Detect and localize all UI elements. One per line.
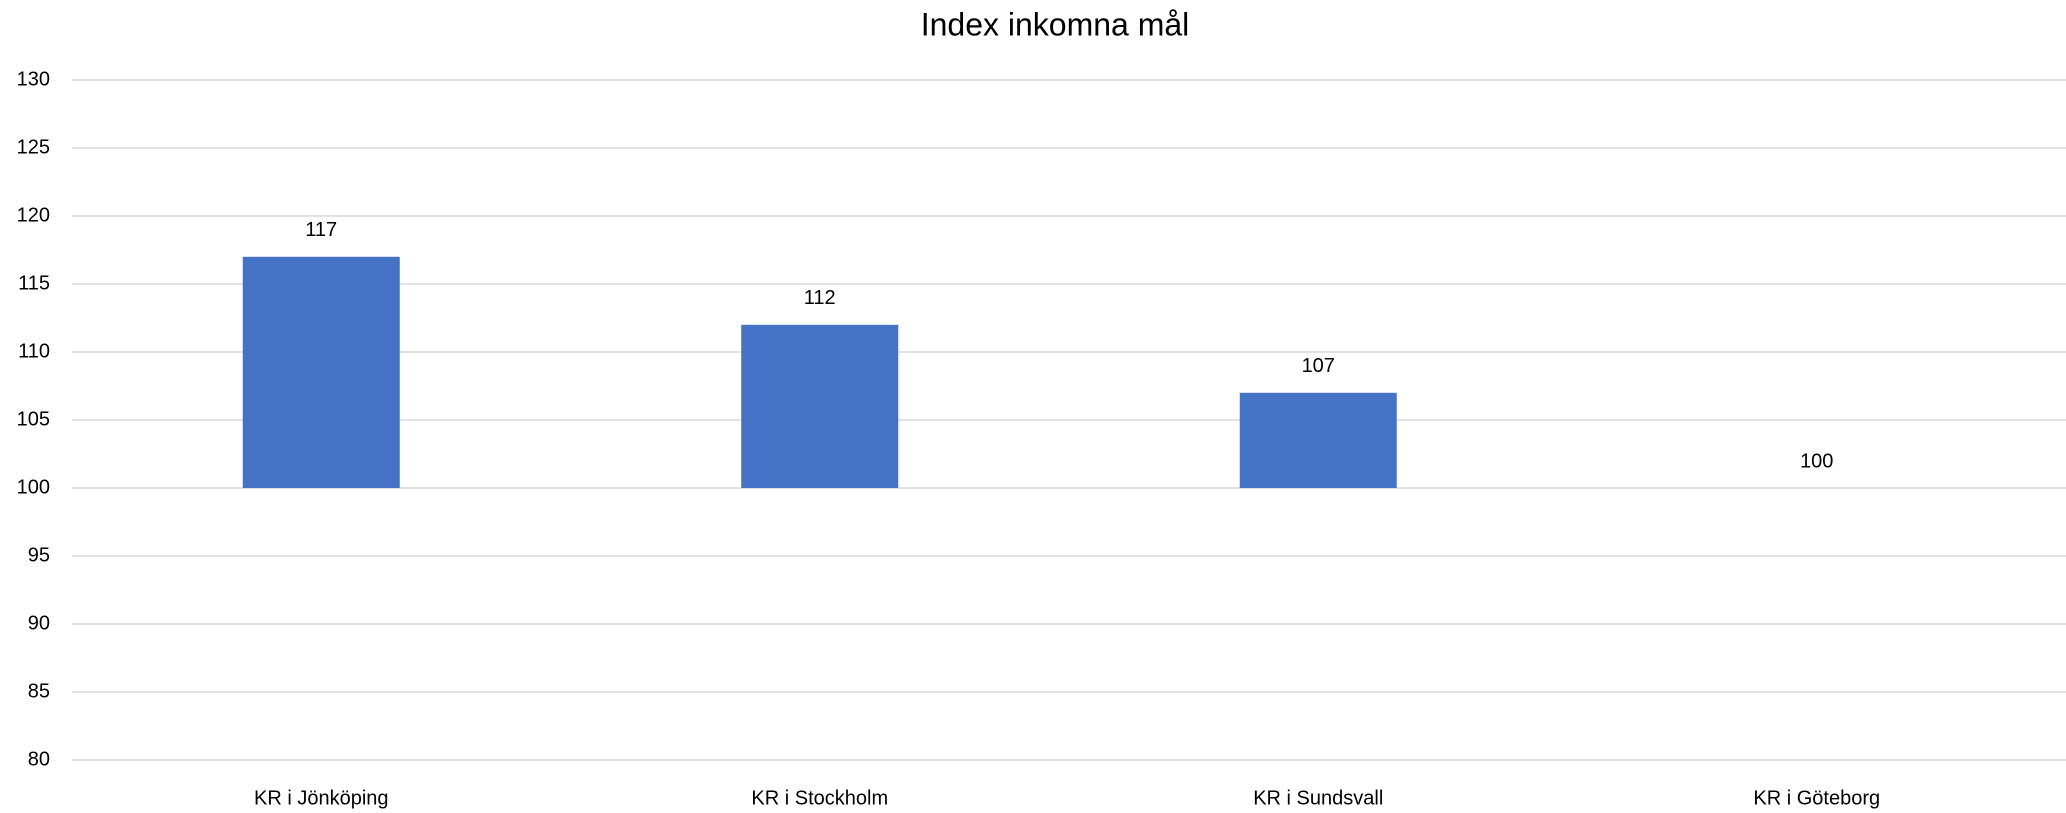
y-tick-label: 80 xyxy=(28,748,50,770)
bar xyxy=(242,256,400,488)
y-tick-label: 120 xyxy=(17,204,50,226)
y-tick-label: 95 xyxy=(28,544,50,566)
x-tick-label: KR i Jönköping xyxy=(254,787,389,809)
data-label: 112 xyxy=(804,287,836,309)
x-tick-label: KR i Sundsvall xyxy=(1253,787,1383,809)
data-label: 100 xyxy=(1800,450,1833,472)
x-tick-label: KR i Stockholm xyxy=(751,787,888,809)
chart-title: Index inkomna mål xyxy=(921,6,1190,42)
data-label: 107 xyxy=(1302,355,1335,377)
data-label: 117 xyxy=(305,219,337,241)
y-tick-label: 125 xyxy=(17,136,50,158)
bar xyxy=(741,324,899,488)
y-tick-label: 130 xyxy=(17,68,50,90)
y-tick-label: 90 xyxy=(28,612,50,634)
y-tick-label: 85 xyxy=(28,680,50,702)
x-tick-label: KR i Göteborg xyxy=(1753,787,1880,809)
bar xyxy=(1239,392,1397,488)
y-tick-label: 115 xyxy=(18,272,50,294)
y-tick-label: 105 xyxy=(17,408,50,430)
y-tick-label: 110 xyxy=(18,340,50,362)
y-tick-label: 100 xyxy=(17,476,50,498)
